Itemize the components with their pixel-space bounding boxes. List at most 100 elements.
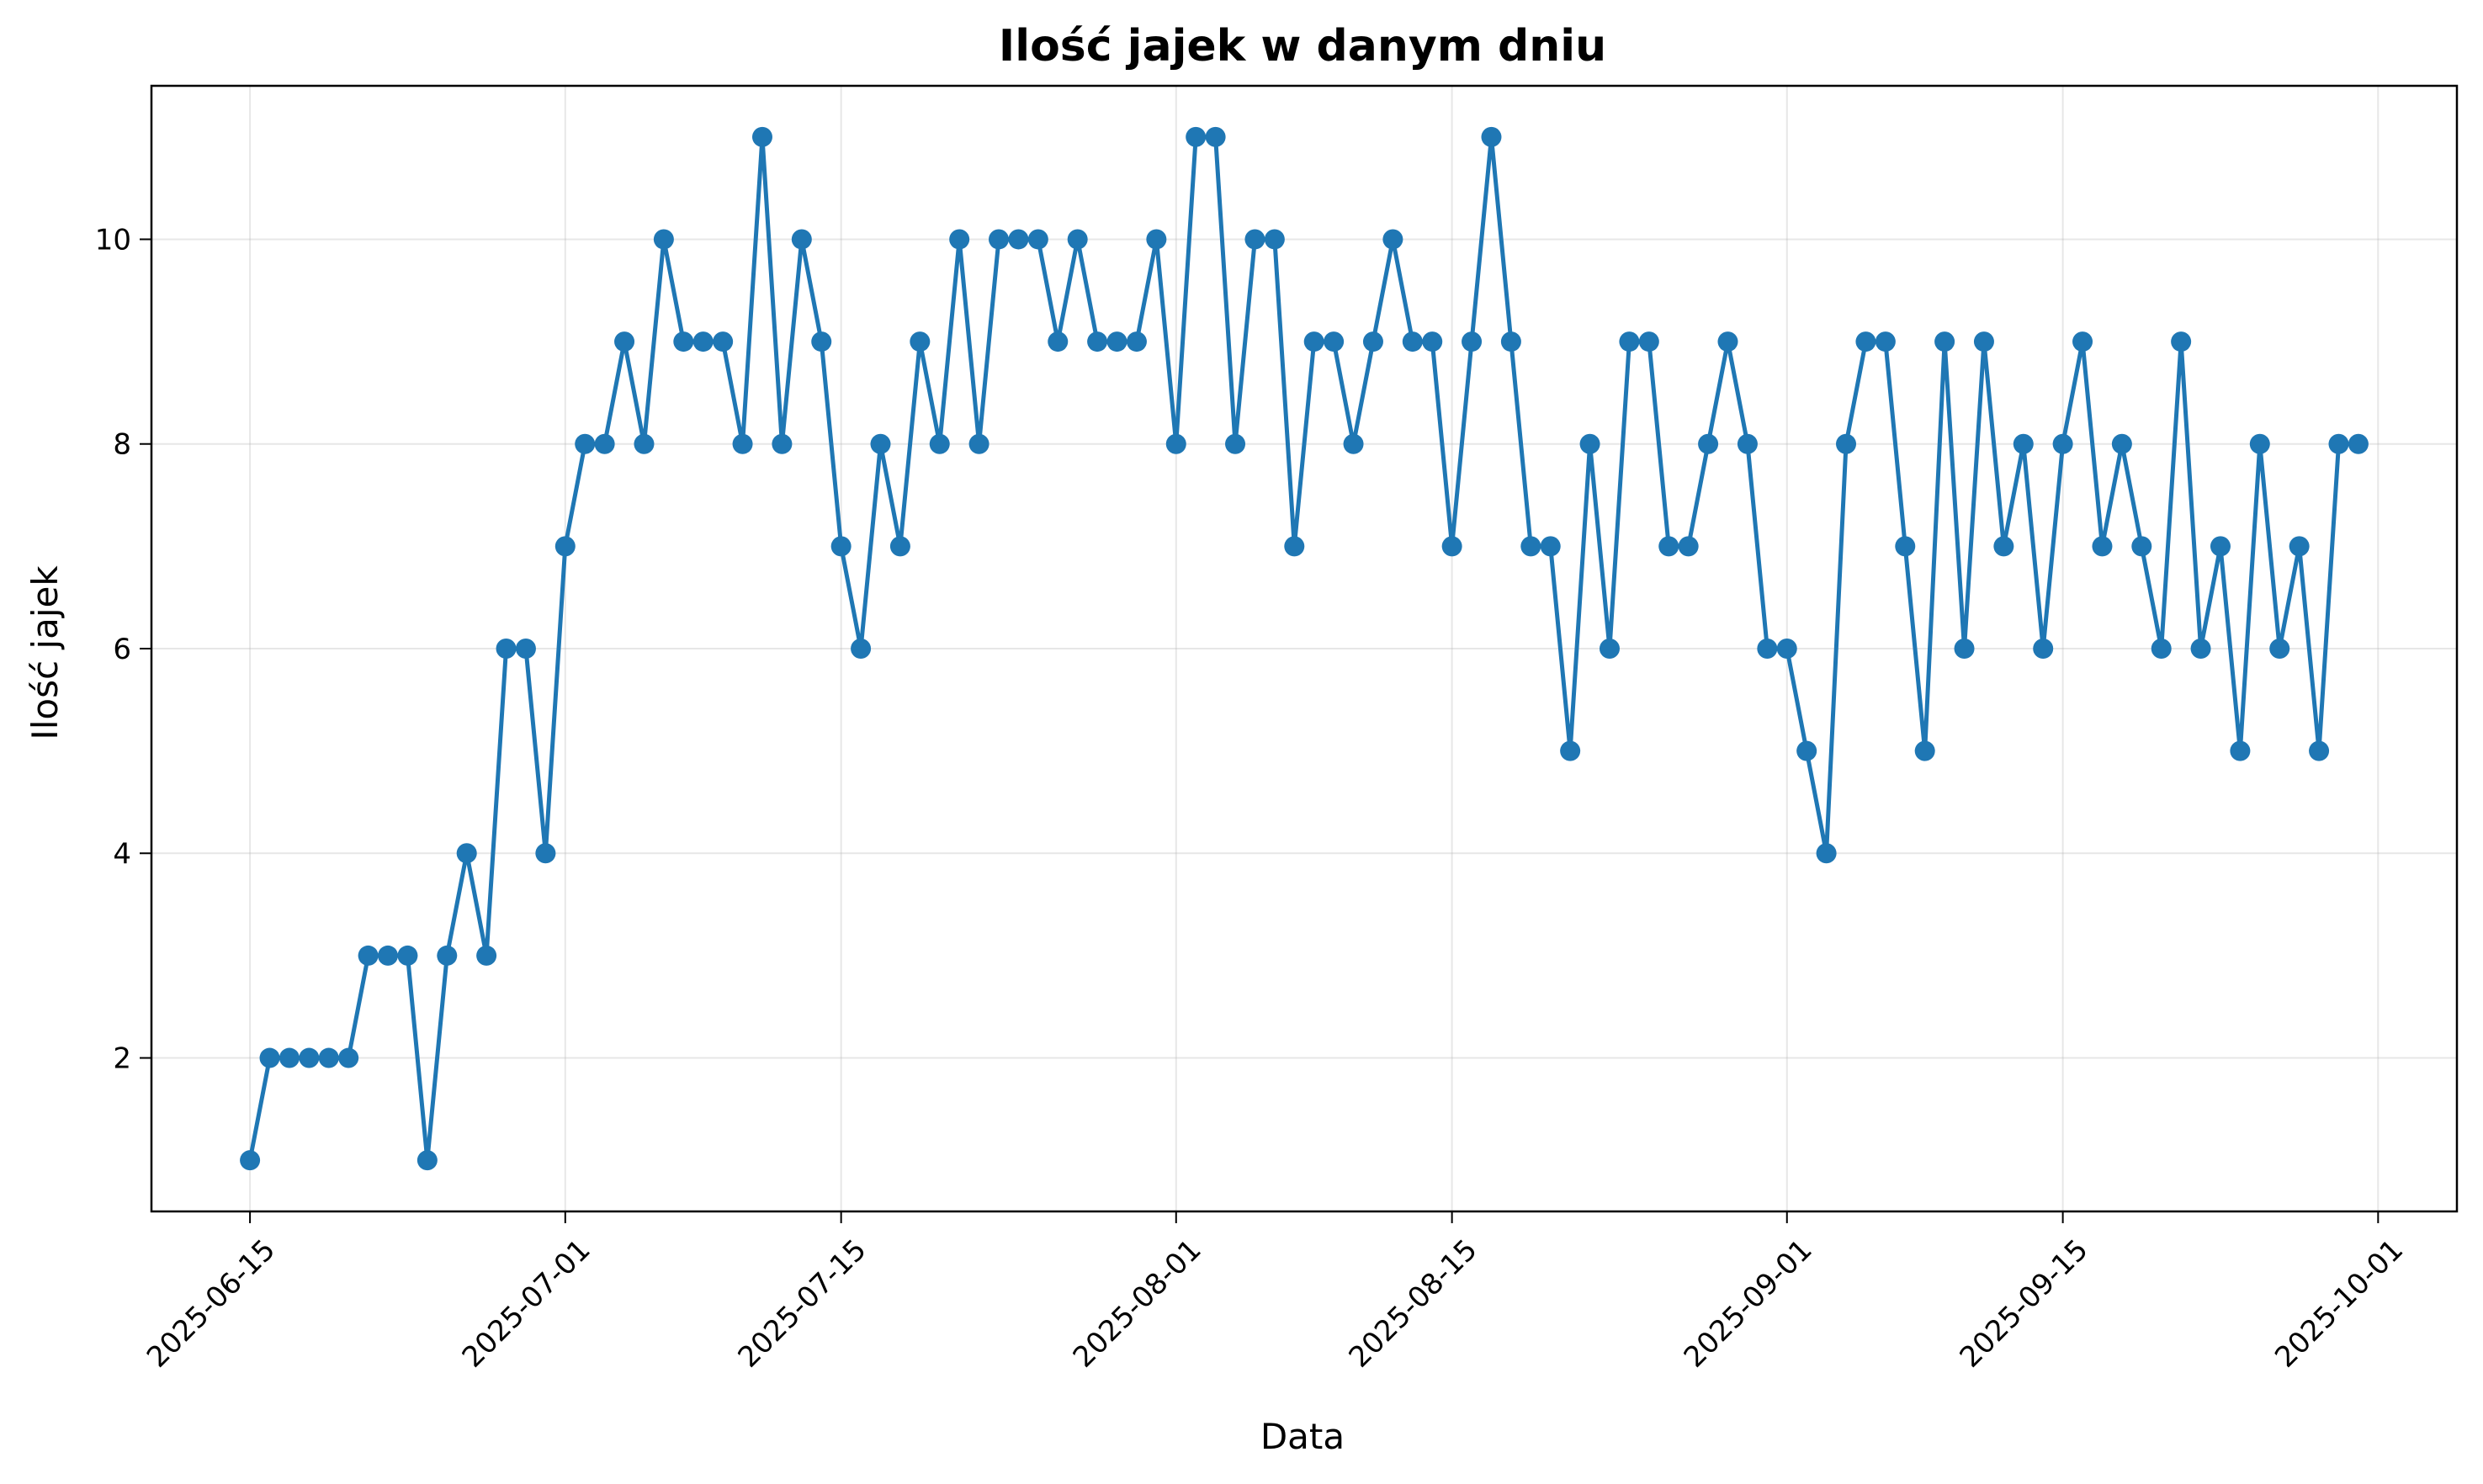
data-point <box>496 639 517 659</box>
data-point <box>910 331 931 352</box>
data-point <box>1205 126 1226 147</box>
data-point <box>1954 639 1975 659</box>
y-tick-label: 6 <box>113 633 131 666</box>
y-tick-label: 8 <box>113 428 131 462</box>
data-point <box>1875 331 1896 352</box>
data-point <box>2111 433 2132 454</box>
data-point <box>259 1047 280 1068</box>
data-point <box>851 639 872 659</box>
data-point <box>575 433 596 454</box>
data-point <box>2348 433 2369 454</box>
data-point <box>634 433 655 454</box>
data-point <box>240 1150 261 1171</box>
data-point <box>2013 433 2034 454</box>
data-point <box>554 536 576 557</box>
data-point <box>535 843 556 864</box>
data-point <box>2249 433 2270 454</box>
data-point <box>830 536 852 557</box>
y-axis-ticks: 2 4 6 8 10 <box>95 223 151 1076</box>
y-tick-label: 2 <box>113 1042 131 1076</box>
data-point <box>279 1047 300 1068</box>
data-point <box>1836 433 1857 454</box>
data-point <box>1186 126 1207 147</box>
data-point <box>653 229 674 250</box>
data-point <box>1422 331 1443 352</box>
data-point <box>1796 740 1817 761</box>
data-point <box>2269 639 2290 659</box>
data-point <box>1462 331 1483 352</box>
data-point <box>318 1047 339 1068</box>
data-point <box>1126 331 1147 352</box>
data-point <box>1284 536 1305 557</box>
data-point <box>594 433 615 454</box>
data-point <box>1717 331 1738 352</box>
data-point <box>2151 639 2172 659</box>
data-point <box>929 433 950 454</box>
data-point <box>1087 331 1108 352</box>
x-axis-label: Data <box>1260 1416 1345 1457</box>
data-point <box>1048 331 1069 352</box>
data-point <box>1934 331 1955 352</box>
data-point <box>2210 536 2231 557</box>
data-point <box>1914 740 1935 761</box>
data-point <box>1343 433 1364 454</box>
data-point <box>1500 331 1521 352</box>
data-point <box>1579 433 1600 454</box>
data-point <box>1303 331 1324 352</box>
data-point <box>732 433 753 454</box>
data-point <box>1520 536 1541 557</box>
data-point <box>2328 433 2349 454</box>
data-point <box>2072 331 2093 352</box>
data-point <box>713 331 734 352</box>
data-point <box>2033 639 2054 659</box>
data-point <box>358 945 379 966</box>
data-point <box>1776 639 1797 659</box>
data-point <box>811 331 832 352</box>
data-points <box>240 126 2369 1171</box>
data-point <box>1973 331 1994 352</box>
data-point <box>692 331 714 352</box>
data-point <box>1619 331 1640 352</box>
data-point <box>772 433 793 454</box>
y-tick-label: 10 <box>95 223 131 257</box>
data-point <box>1382 229 1403 250</box>
data-point <box>1855 331 1876 352</box>
data-point <box>968 433 989 454</box>
data-point <box>1816 843 1837 864</box>
data-point <box>1441 536 1462 557</box>
data-point <box>1225 433 1246 454</box>
data-point <box>1244 229 1265 250</box>
data-point <box>1638 331 1659 352</box>
data-point <box>1146 229 1167 250</box>
data-point <box>299 1047 320 1068</box>
y-axis-label: Ilość jajek <box>24 565 66 740</box>
data-point <box>2092 536 2113 557</box>
data-point <box>1737 433 1758 454</box>
data-point <box>2131 536 2152 557</box>
data-point <box>416 1150 438 1171</box>
data-point <box>1324 331 1345 352</box>
data-point <box>437 945 458 966</box>
data-point <box>338 1047 359 1068</box>
data-point <box>1402 331 1423 352</box>
data-point <box>989 229 1010 250</box>
data-point <box>1698 433 1719 454</box>
data-point <box>673 331 694 352</box>
data-point <box>378 945 399 966</box>
data-point <box>2230 740 2251 761</box>
data-point <box>1678 536 1699 557</box>
data-point <box>614 331 635 352</box>
data-point <box>1067 229 1088 250</box>
data-point <box>1658 536 1679 557</box>
data-point <box>2309 740 2330 761</box>
y-tick-label: 4 <box>113 837 131 871</box>
data-point <box>1599 639 1620 659</box>
data-point <box>1560 740 1581 761</box>
data-point <box>1895 536 1916 557</box>
data-point <box>791 229 812 250</box>
data-point <box>949 229 970 250</box>
data-point <box>397 945 418 966</box>
data-point <box>1757 639 1778 659</box>
